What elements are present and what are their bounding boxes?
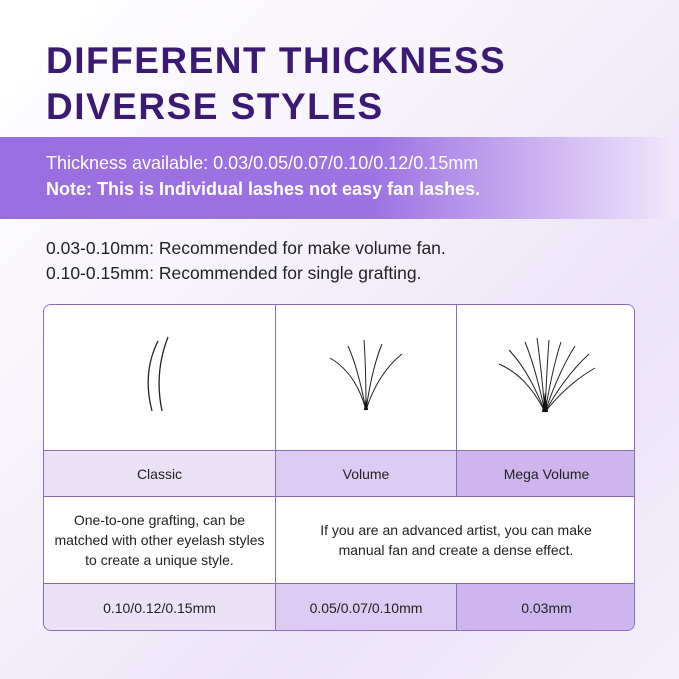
size-volume: 0.05/0.07/0.10mm: [276, 584, 457, 630]
mega-volume-fan-icon: [498, 337, 595, 412]
size-mega-volume: 0.03mm: [457, 584, 634, 630]
note: Note: This is Individual lashes not easy…: [46, 179, 481, 199]
title-line-2: DIVERSE STYLES: [46, 86, 384, 127]
thickness-available: Thickness available: 0.03/0.05/0.07/0.10…: [46, 153, 479, 173]
size-classic: 0.10/0.12/0.15mm: [44, 584, 276, 630]
style-volume: Volume: [276, 451, 457, 497]
style-table: Classic Volume Mega Volume One-to-one gr…: [43, 304, 635, 631]
recommendations: 0.03-0.10mm: Recommended for make volume…: [46, 236, 446, 286]
classic-description: One-to-one grafting, can be matched with…: [44, 497, 276, 584]
volume-lash-image: [276, 305, 457, 451]
page-title: DIFFERENT THICKNESS DIVERSE STYLES: [46, 38, 506, 130]
thickness-band: Thickness available: 0.03/0.05/0.07/0.10…: [0, 137, 679, 219]
classic-lash-icon: [147, 336, 169, 411]
recommendation-single: 0.10-0.15mm: Recommended for single graf…: [46, 263, 422, 283]
volume-fan-icon: [329, 339, 403, 410]
style-classic: Classic: [44, 451, 276, 497]
style-mega-volume: Mega Volume: [457, 451, 634, 497]
recommendation-volume: 0.03-0.10mm: Recommended for make volume…: [46, 238, 446, 258]
volume-description: If you are an advanced artist, you can m…: [276, 497, 634, 584]
mega-volume-lash-image: [457, 305, 634, 451]
classic-lash-image: [44, 305, 276, 451]
title-line-1: DIFFERENT THICKNESS: [46, 40, 507, 81]
